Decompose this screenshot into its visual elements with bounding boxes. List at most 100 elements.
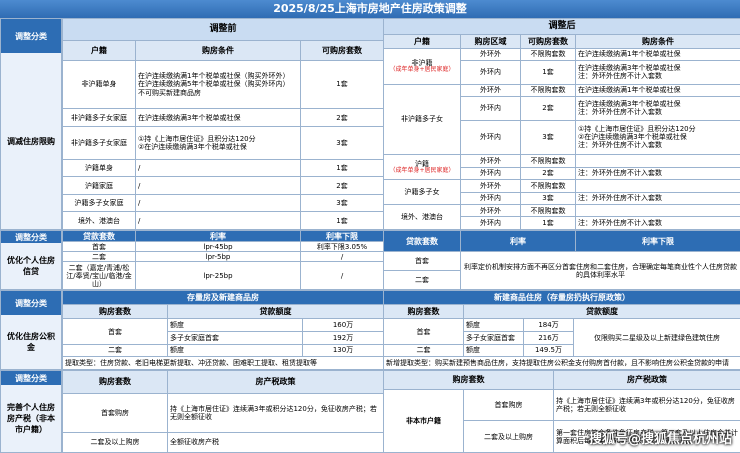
text-line: / bbox=[138, 216, 141, 225]
section-credit: 调整分类 优化个人住房信贷 贷款套数 利率 利率下限 首套 lpr-45bp 利率下限3.05… bbox=[0, 229, 740, 290]
column-header: 可购房套数 bbox=[520, 33, 576, 49]
table-row: 沪籍家庭/ 2套 bbox=[62, 176, 384, 195]
count: 3套 bbox=[300, 193, 384, 213]
table-row: 外环内 1套 在沪连续缴纳满3年个税单或社保 注：外环外住房不计入套数 bbox=[384, 60, 740, 85]
count: 1套 bbox=[520, 60, 576, 85]
hukou: 非沪籍多子女 bbox=[383, 83, 461, 156]
hukou-name: 沪籍多子女 bbox=[404, 188, 440, 197]
text-line: 在沪连续缴纳满5年个税单或社保（购买外环内） bbox=[138, 80, 290, 89]
text-line: ①持《上海市居住证》且积分达120分 bbox=[138, 134, 256, 143]
hukou: 沪籍 （成年单身+居民家庭） bbox=[383, 154, 461, 181]
quota-label: 额度 bbox=[463, 318, 524, 333]
condition: 在沪连续缴纳满3年个税单或社保 注：外环外住房不计入套数 bbox=[574, 60, 740, 85]
table-row: 存量房及新建商品房 bbox=[61, 289, 385, 306]
table-row: 沪籍多子女 外环外 不限购套数 bbox=[383, 179, 740, 206]
quota: 216万 bbox=[523, 331, 574, 345]
section-title: 存量房及新建商品房 bbox=[61, 289, 385, 306]
hukou: 非沪籍单身 bbox=[62, 59, 136, 110]
column-header: 利率 bbox=[460, 229, 576, 253]
category-label: 完善个人住房房产税（非本市户籍） bbox=[1, 385, 61, 452]
buy-count: 二套及以上购房 bbox=[62, 431, 168, 453]
table-row: 二套 lpr-5bp / bbox=[62, 251, 384, 263]
condition: 在沪连续缴纳满1年个税单或社保（购买外环外） 在沪连续缴纳满5年个税单或社保（购买… bbox=[135, 59, 301, 110]
category-header: 调整分类 bbox=[1, 19, 61, 53]
column-header: 利率下限 bbox=[300, 229, 384, 243]
table-row: 购房套数 贷款额度 bbox=[383, 304, 740, 320]
condition: ①持《上海市居住证》且积分达120分 ②在沪连续缴纳满3年个税单或社保 注：外环外住… bbox=[574, 119, 740, 156]
table-row: 外环内 2套 在沪连续缴纳满3年个税单或社保 注：外环外住房不计入套数 bbox=[384, 96, 740, 121]
quota-label: 额度 bbox=[167, 343, 303, 358]
section-purchase-limit: 调整分类 调减住房限购 调整前 户籍 购房条件 可购房套数 非沪籍单身 在沪连续缴纳满1年个税… bbox=[0, 18, 740, 230]
count: 2套 bbox=[300, 176, 384, 195]
category-column: 调整分类 完善个人住房房产税（非本市户籍） bbox=[0, 370, 62, 453]
count: 1套 bbox=[300, 158, 384, 178]
count: 2套 bbox=[300, 108, 384, 127]
quota-label: 额度 bbox=[167, 318, 303, 333]
buy-count: 首套购房 bbox=[62, 392, 168, 433]
hukou: 沪籍家庭 bbox=[62, 176, 136, 195]
table-row: 购房套数 房产税政策 bbox=[62, 370, 384, 394]
table: 贷款套数 利率 利率下限 首套 利率定价机制安排方面不再区分首套住房和二套住房，合理确定… bbox=[383, 229, 740, 290]
table-row: 外环内 2套 注：外环外住房不计入套数 bbox=[384, 166, 740, 181]
category-label: 优化住房公积金 bbox=[1, 315, 61, 369]
column-header: 贷款额度 bbox=[166, 304, 385, 320]
area: 外环内 bbox=[460, 191, 521, 206]
rate-floor: / bbox=[300, 251, 384, 263]
quota: 130万 bbox=[301, 343, 385, 358]
table-row: 外环内 3套 注：外环外住房不计入套数 bbox=[384, 191, 740, 206]
table: 存量房及新建商品房 购房套数 贷款额度 首套 额度 160万 多子女家庭首套 192万 二套 额度… bbox=[61, 289, 385, 370]
buy-count: 二套 bbox=[62, 343, 168, 358]
hukou-name: 沪籍 bbox=[415, 159, 429, 168]
category-header: 调整分类 bbox=[1, 231, 61, 243]
condition: / bbox=[135, 176, 301, 195]
category-column: 调整分类 调减住房限购 bbox=[0, 18, 62, 230]
count: 不限购套数 bbox=[520, 47, 576, 62]
category-header: 调整分类 bbox=[1, 371, 61, 385]
table-row: 沪籍 （成年单身+居民家庭） 外环外 不限购套数 bbox=[383, 154, 740, 181]
loan-count: 二套 bbox=[383, 270, 461, 290]
condition: 在沪连续缴纳满3年个税单或社保 bbox=[135, 108, 301, 127]
section-title: 新建商品住房（存量房扔执行原政策） bbox=[383, 289, 740, 306]
quota-label: 额度 bbox=[463, 343, 524, 358]
tax-policy: 持《上海市居住证》连续满3年或积分达120分，免征收房产税；若无则全额征收 bbox=[167, 392, 384, 433]
table-row: 非沪籍多子女家庭 ①持《上海市居住证》且积分达120分 ②在沪连续缴纳满3年个税单或… bbox=[62, 125, 384, 160]
text-line: 注：外环外住房不计入套数 bbox=[578, 219, 662, 228]
table-row: 二套 额度 130万 bbox=[62, 343, 385, 358]
table: 购房套数 房产税政策 非本市户籍 首套购房 持《上海市居住证》连续满3年或积分达120分… bbox=[383, 370, 740, 453]
table-row: 调整前 bbox=[62, 18, 384, 41]
table-row: 二套 bbox=[383, 270, 740, 290]
condition bbox=[574, 203, 740, 218]
table-row: 首套 额度 160万 bbox=[62, 318, 385, 345]
loan-count: 首套 bbox=[62, 241, 136, 253]
table-row: 户籍 购房区域 可购房套数 购房条件 bbox=[383, 33, 740, 49]
table: 新建商品住房（存量房扔执行原政策） 购房套数 贷款额度 首套 额度 184万 仅限购买二星级… bbox=[383, 289, 740, 370]
table: 购房套数 房产税政策 首套购房 持《上海市居住证》连续满3年或积分达120分，免征收房… bbox=[62, 370, 384, 453]
column-header: 户籍 bbox=[62, 39, 136, 61]
area: 外环内 bbox=[460, 166, 521, 181]
hukou: 沪籍多子女 bbox=[383, 179, 461, 206]
column-header: 购房条件 bbox=[135, 39, 301, 61]
column-header: 购房套数 bbox=[383, 304, 464, 320]
hukou-name: 非沪籍 bbox=[411, 58, 433, 67]
count: 3套 bbox=[520, 119, 576, 156]
column-header: 购房套数 bbox=[383, 370, 554, 390]
text-line: / bbox=[138, 181, 141, 190]
text-line: 在沪连续缴纳满3年个税单或社保 bbox=[578, 100, 681, 109]
table-row: 贷款套数 利率 利率下限 bbox=[62, 229, 384, 243]
column-header: 利率下限 bbox=[575, 229, 740, 253]
section-property-tax: 调整分类 完善个人住房房产税（非本市户籍） 购房套数 房产税政策 首套购房 持《上海市居住… bbox=[0, 370, 740, 453]
text-line: 在沪连续缴纳满1年个税单或社保 bbox=[578, 86, 681, 95]
category-column: 调整分类 优化个人住房信贷 bbox=[0, 230, 62, 290]
column-header: 贷款套数 bbox=[383, 229, 461, 253]
buy-count: 二套及以上购房 bbox=[463, 420, 554, 453]
table-row: 多子女家庭首套 216万 bbox=[384, 331, 740, 345]
watermark: 搜狐号@搜狐焦点杭州站 bbox=[588, 432, 732, 447]
count: 1套 bbox=[520, 216, 576, 230]
text-line: ②在沪连续缴纳满3年个税单或社保 bbox=[138, 142, 247, 151]
section-fund: 调整分类 优化住房公积金 存量房及新建商品房 购房套数 贷款额度 首套 额度 160万 多子女家… bbox=[0, 289, 740, 370]
text-line: ①持《上海市居住证》且积分达120分 bbox=[578, 125, 696, 134]
column-header: 购房区域 bbox=[460, 33, 521, 49]
condition: 注：外环外住房不计入套数 bbox=[574, 166, 740, 181]
hukou: 非本市户籍 bbox=[383, 388, 464, 453]
hukou-note: （成年单身+居民家庭） bbox=[389, 65, 455, 73]
